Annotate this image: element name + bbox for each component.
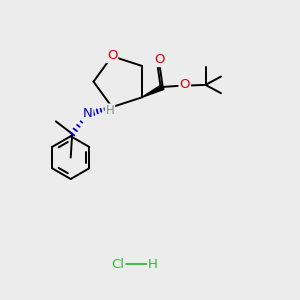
Text: O: O <box>107 49 117 62</box>
Text: H: H <box>148 258 158 271</box>
Text: O: O <box>179 78 190 92</box>
Text: O: O <box>154 53 164 66</box>
Text: H: H <box>106 104 114 117</box>
Text: N: N <box>83 107 92 120</box>
Text: Cl: Cl <box>112 258 125 271</box>
Polygon shape <box>142 85 164 98</box>
